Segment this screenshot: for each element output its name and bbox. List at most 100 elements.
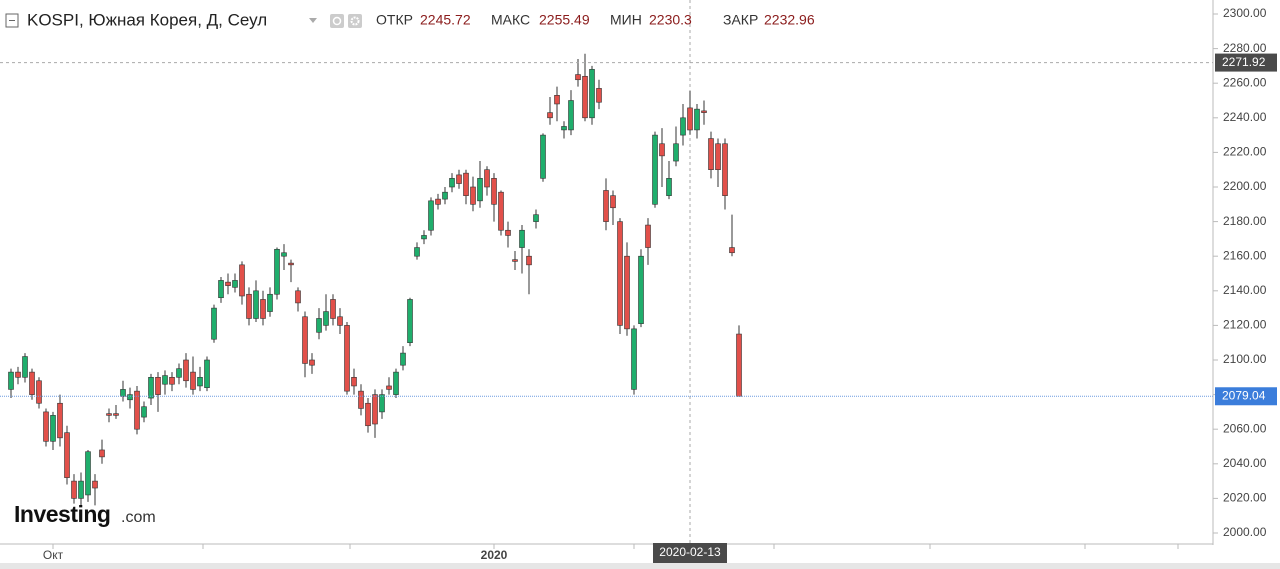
y-tick-label: 2100.00 [1223, 352, 1267, 366]
candle-body [50, 415, 56, 442]
y-tick-label: 2280.00 [1223, 41, 1267, 55]
y-tick-label: 2000.00 [1223, 525, 1267, 539]
crosshair-price-label: 2271.92 [1222, 55, 1266, 69]
logo-suffix: .com [121, 509, 156, 526]
candle-body [316, 318, 322, 333]
candle-body [379, 394, 385, 413]
candle-body [519, 229, 525, 248]
candle-body [694, 108, 700, 131]
candle-body [155, 376, 161, 395]
gear-icon-ring [350, 16, 360, 26]
candle-body [106, 413, 112, 416]
candle-body [197, 376, 203, 387]
ohlc-label: ЗАКР [723, 12, 758, 28]
candle-body [407, 299, 413, 344]
candle-body [15, 371, 21, 378]
candle-body [204, 359, 210, 388]
chart-title: KOSPI, Южная Корея, Д, Сеул [27, 10, 267, 29]
x-tick-label: 2020 [481, 548, 508, 562]
gear-icon[interactable] [348, 14, 362, 28]
candle-body [92, 480, 98, 489]
dropdown-arrow[interactable] [309, 18, 317, 23]
candle-body [673, 143, 679, 162]
candle-body [449, 178, 455, 188]
candle-body [659, 143, 665, 157]
candle-body [638, 255, 644, 324]
candle-body [617, 221, 623, 326]
candle-body [533, 214, 539, 222]
y-tick-label: 2060.00 [1223, 421, 1267, 435]
y-tick-label: 2220.00 [1223, 145, 1267, 159]
candle-body [582, 75, 588, 119]
candle-body [358, 390, 364, 409]
x-tick-label: Окт [43, 548, 64, 562]
candle-body [64, 432, 70, 478]
candle-body [22, 356, 28, 378]
candle-body [491, 178, 497, 205]
candle-body [645, 224, 651, 248]
ohlc-header: ОТКР 2245.72 МАКС 2255.49 МИН 2230.3 ЗАК… [376, 12, 815, 28]
candle-body [302, 316, 308, 364]
candle-body [113, 413, 119, 416]
candle-body [239, 264, 245, 297]
y-tick-label: 2160.00 [1223, 248, 1267, 262]
ohlc-label: ОТКР [376, 12, 413, 28]
ohlc-label: МИН [610, 12, 642, 28]
candle-body [512, 259, 518, 262]
candle-body [330, 299, 336, 319]
candle-body [71, 480, 77, 499]
candle-body [232, 280, 238, 288]
y-tick-label: 2020.00 [1223, 491, 1267, 505]
candle-body [547, 112, 553, 119]
crosshair-price-tag [1215, 53, 1277, 72]
candle-body [141, 406, 147, 418]
candle-body [463, 172, 469, 196]
candle-body [554, 95, 560, 105]
candle-body [701, 110, 707, 113]
x-tick-marks [202, 544, 1179, 549]
candle-body [498, 191, 504, 231]
candle-body [421, 235, 427, 240]
candle-body [596, 88, 602, 103]
candle-body [29, 371, 35, 395]
candle-body [708, 138, 714, 170]
candle-body [470, 186, 476, 205]
candle-body [337, 316, 343, 326]
candle-body [134, 390, 140, 430]
candle-body [120, 389, 126, 397]
candle-body [176, 368, 182, 378]
y-tick-label: 2200.00 [1223, 179, 1267, 193]
collapse-icon[interactable] [5, 13, 19, 28]
y-tick-label: 2300.00 [1223, 6, 1267, 20]
candle-body [526, 255, 532, 266]
ohlc-value: 2230.3 [649, 12, 692, 28]
candle-body [295, 290, 301, 304]
candle-body [351, 376, 357, 387]
candle-body [288, 262, 294, 266]
candle-body [400, 352, 406, 366]
y-tick-label: 2140.00 [1223, 283, 1267, 297]
candle-body [729, 247, 735, 254]
candle-body [680, 117, 686, 136]
candle-body [435, 198, 441, 205]
candle-body [365, 402, 371, 427]
x-tick-label: 2020-02-13 [659, 545, 721, 559]
candle-body [218, 280, 224, 299]
candle-body [344, 325, 350, 392]
last-price-label: 2079.04 [1222, 388, 1266, 402]
settings-icon[interactable] [330, 14, 344, 28]
candle-body [372, 394, 378, 425]
candle-body [540, 134, 546, 179]
candle-body [57, 402, 63, 439]
candle-body [575, 74, 581, 81]
candle-body [162, 375, 168, 385]
candle-body [568, 100, 574, 131]
candle-body [260, 299, 266, 319]
candle-body [414, 247, 420, 257]
y-tick-label: 2180.00 [1223, 214, 1267, 228]
candle-body [736, 333, 742, 397]
candle-body [8, 371, 14, 390]
candle-body [148, 376, 154, 399]
